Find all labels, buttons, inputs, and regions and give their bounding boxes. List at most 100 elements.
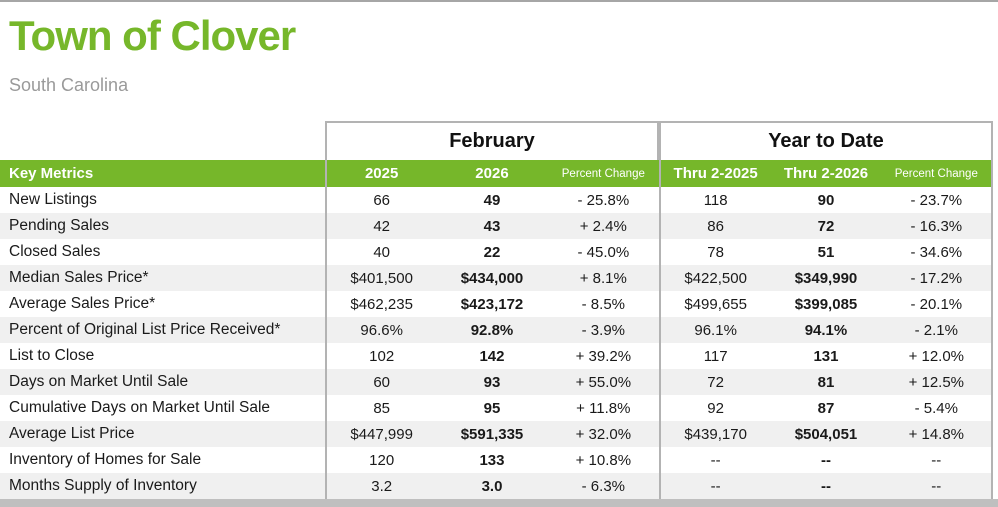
feb-percent-change-value: - 8.5% [581, 295, 625, 313]
bottom-divider [0, 499, 998, 507]
ytd-curr-year-value: $504,051 [794, 425, 858, 443]
ytd-curr-year-value: $399,085 [794, 295, 858, 313]
ytd-curr-year-value: 94.1% [804, 321, 848, 339]
feb-percent-change-value: - 6.3% [581, 477, 625, 495]
table-row: Cumulative Days on Market Until Sale 85 … [0, 395, 993, 421]
ytd-percent-change-value: + 14.8% [882, 421, 993, 447]
feb-prev-year-value: $447,999 [325, 421, 436, 447]
ytd-prev-year-value: $439,170 [658, 421, 770, 447]
table-row: Closed Sales 40 22 - 45.0% 78 51 - 34.6% [0, 239, 993, 265]
ytd-curr-year-value: 72 [817, 217, 835, 235]
table-row: Inventory of Homes for Sale 120 133 + 10… [0, 447, 993, 473]
feb-percent-change-value: + 55.0% [575, 373, 632, 391]
metric-label: Cumulative Days on Market Until Sale [9, 399, 271, 416]
ytd-prev-year-value: -- [658, 473, 770, 499]
table-row: Pending Sales 42 43 + 2.4% 86 72 - 16.3% [0, 213, 993, 239]
ytd-prev-year-value: 92 [658, 395, 770, 421]
ytd-percent-change-value: - 34.6% [882, 239, 993, 265]
ytd-curr-year-value: 131 [813, 347, 839, 365]
feb-percent-change-value: + 10.8% [575, 451, 632, 469]
feb-percent-change-value: + 11.8% [576, 399, 631, 417]
ytd-prev-year-value: 96.1% [658, 317, 770, 343]
feb-prev-year-value: $462,235 [325, 291, 436, 317]
feb-curr-year-value: 43 [483, 217, 501, 235]
ytd-curr-year-value: -- [820, 451, 831, 469]
metric-label: Closed Sales [9, 243, 101, 260]
metric-label: Percent of Original List Price Received* [9, 321, 281, 338]
feb-prev-year-value: 120 [325, 447, 436, 473]
feb-curr-year-value: 133 [479, 451, 505, 469]
feb-curr-year-value: 93 [483, 373, 501, 391]
table-body: New Listings 66 49 - 25.8% 118 90 - 23.7… [0, 187, 993, 499]
ytd-curr-year-value: 51 [817, 243, 835, 261]
section-title-february: February [325, 121, 659, 160]
ytd-percent-change-value: - 17.2% [882, 265, 993, 291]
ytd-curr-year-value: 90 [817, 191, 835, 209]
table-row: Median Sales Price* $401,500 $434,000 + … [0, 265, 993, 291]
section-header-row: February Year to Date [0, 121, 993, 160]
section-title-year-to-date: Year to Date [659, 121, 993, 160]
feb-percent-change-value: + 8.1% [579, 269, 627, 287]
col-feb-prev-year: 2025 [325, 160, 436, 187]
feb-curr-year-value: 22 [483, 243, 501, 261]
metric-label: Pending Sales [9, 217, 109, 234]
table-row: Average Sales Price* $462,235 $423,172 -… [0, 291, 993, 317]
ytd-prev-year-value: $499,655 [658, 291, 770, 317]
feb-prev-year-value: 96.6% [325, 317, 436, 343]
ytd-percent-change-value: - 5.4% [882, 395, 993, 421]
ytd-curr-year-value: -- [820, 477, 831, 495]
feb-prev-year-value: $401,500 [325, 265, 436, 291]
feb-curr-year-value: 3.0 [481, 477, 503, 495]
key-metrics-header: Key Metrics [9, 165, 94, 182]
table-row: Days on Market Until Sale 60 93 + 55.0% … [0, 369, 993, 395]
metric-label: Months Supply of Inventory [9, 477, 197, 494]
feb-percent-change-value: + 32.0% [575, 425, 632, 443]
metrics-table: February Year to Date Key Metrics 2025 2… [0, 121, 993, 499]
col-ytd-percent-change: Percent Change [882, 160, 993, 187]
ytd-percent-change-value: + 12.0% [882, 343, 993, 369]
feb-prev-year-value: 3.2 [325, 473, 436, 499]
ytd-percent-change-value: - 23.7% [882, 187, 993, 213]
feb-prev-year-value: 85 [325, 395, 436, 421]
col-feb-percent-change: Percent Change [561, 167, 645, 180]
ytd-curr-year-value: $349,990 [794, 269, 858, 287]
ytd-curr-year-value: 81 [817, 373, 835, 391]
metric-label: Median Sales Price* [9, 269, 149, 286]
ytd-prev-year-value: -- [658, 447, 770, 473]
col-feb-curr-year: 2026 [475, 165, 509, 182]
metric-label: New Listings [9, 191, 97, 208]
ytd-percent-change-value: - 20.1% [882, 291, 993, 317]
feb-curr-year-value: $434,000 [460, 269, 524, 287]
feb-curr-year-value: 49 [483, 191, 501, 209]
ytd-prev-year-value: 78 [658, 239, 770, 265]
table-row: List to Close 102 142 + 39.2% 117 131 + … [0, 343, 993, 369]
feb-percent-change-value: - 3.9% [581, 321, 625, 339]
feb-curr-year-value: $591,335 [460, 425, 524, 443]
metric-label: Inventory of Homes for Sale [9, 451, 202, 468]
ytd-prev-year-value: 117 [658, 343, 770, 369]
page-title: Town of Clover [9, 12, 296, 59]
ytd-percent-change-value: -- [882, 447, 993, 473]
metric-label: List to Close [9, 347, 95, 364]
table-row: New Listings 66 49 - 25.8% 118 90 - 23.7… [0, 187, 993, 213]
ytd-curr-year-value: 87 [817, 399, 835, 417]
ytd-percent-change-value: - 16.3% [882, 213, 993, 239]
section-spacer [0, 121, 325, 160]
top-divider [0, 0, 998, 2]
metric-label: Days on Market Until Sale [9, 373, 189, 390]
col-ytd-curr-year: Thru 2-2026 [783, 165, 869, 182]
metric-label: Average List Price [9, 425, 135, 442]
report-header: Town of Clover South Carolina [0, 2, 998, 121]
feb-prev-year-value: 102 [325, 343, 436, 369]
ytd-percent-change-value: -- [882, 473, 993, 499]
ytd-prev-year-value: 118 [658, 187, 770, 213]
feb-percent-change-value: + 2.4% [579, 217, 627, 235]
feb-curr-year-value: 95 [483, 399, 501, 417]
feb-percent-change-value: + 39.2% [575, 347, 632, 365]
table-row: Months Supply of Inventory 3.2 3.0 - 6.3… [0, 473, 993, 499]
ytd-prev-year-value: $422,500 [658, 265, 770, 291]
ytd-percent-change-value: - 2.1% [882, 317, 993, 343]
metric-label: Average Sales Price* [9, 295, 156, 312]
column-header-band: Key Metrics 2025 2026 Percent Change Thr… [0, 160, 993, 187]
ytd-prev-year-value: 86 [658, 213, 770, 239]
